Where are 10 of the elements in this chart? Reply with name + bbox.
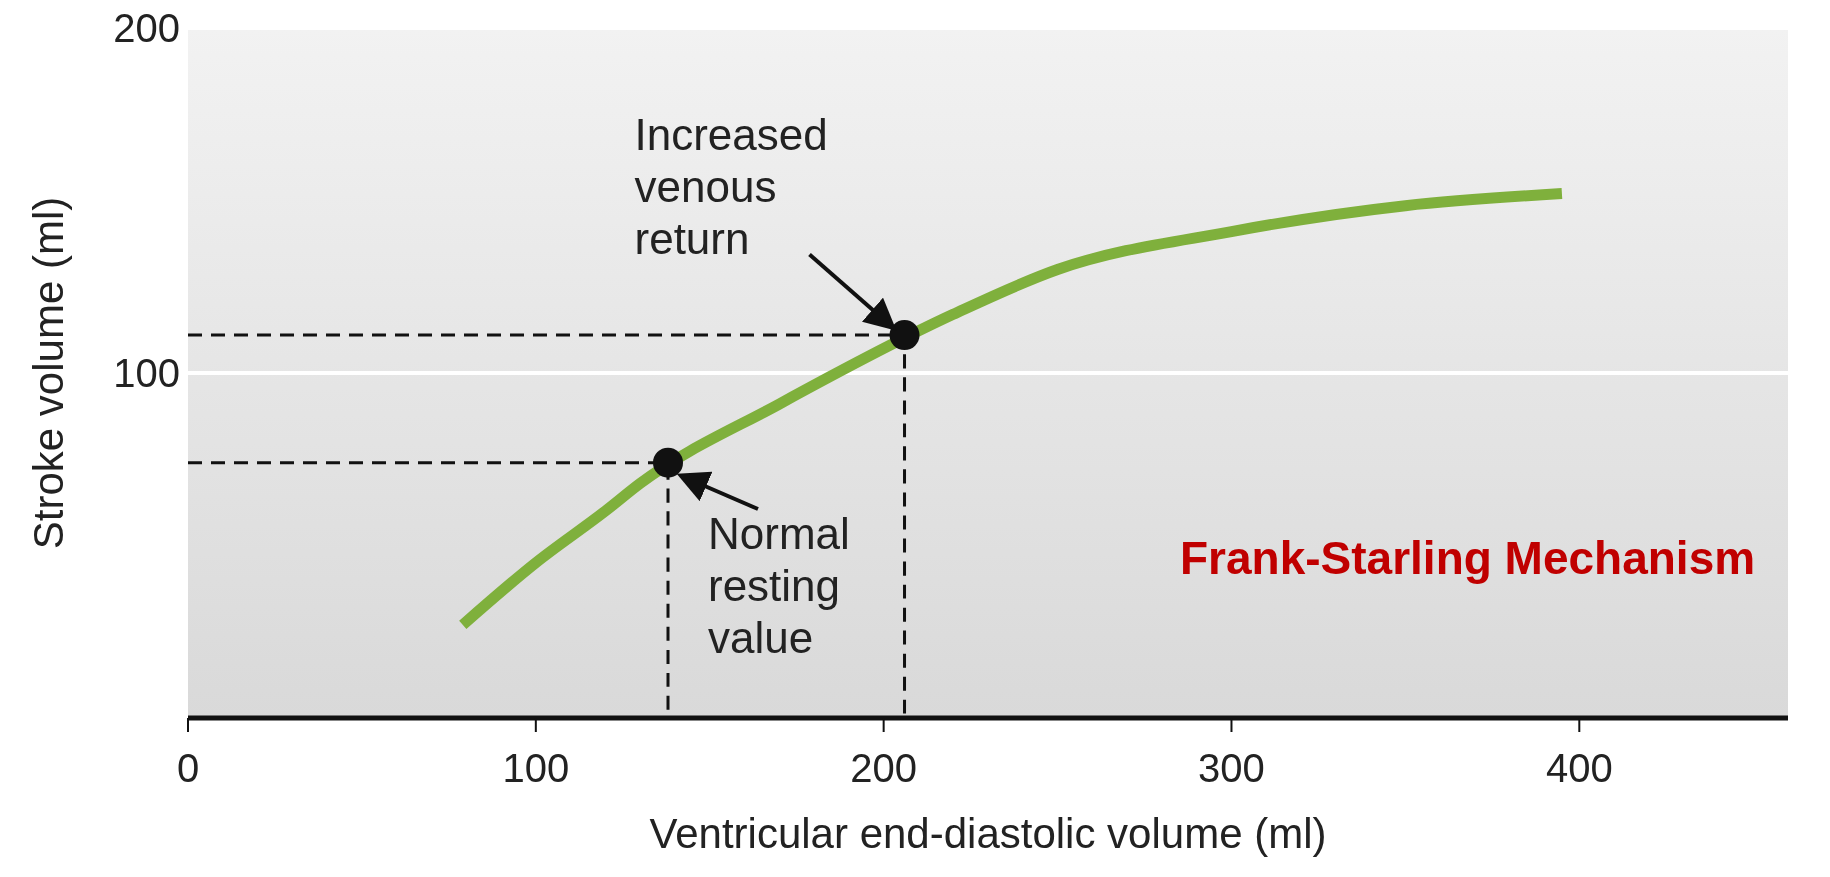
- y-axis-title: Stroke volume (ml): [24, 196, 72, 550]
- text: Frank-Starling Mechanism: [1180, 532, 1756, 584]
- x-tick-label: 400: [1545, 746, 1613, 791]
- x-tick-label: 0: [176, 746, 200, 791]
- x-axis-title: Ventricular end-diastolic volume (ml): [649, 810, 1327, 857]
- x-tick-label: 100: [502, 746, 570, 791]
- x-tick-label: 300: [1198, 746, 1265, 791]
- annotation: Increased venous return: [634, 109, 828, 263]
- x-tick-label: 200: [850, 746, 918, 791]
- annotation: Normal resting value: [708, 509, 850, 662]
